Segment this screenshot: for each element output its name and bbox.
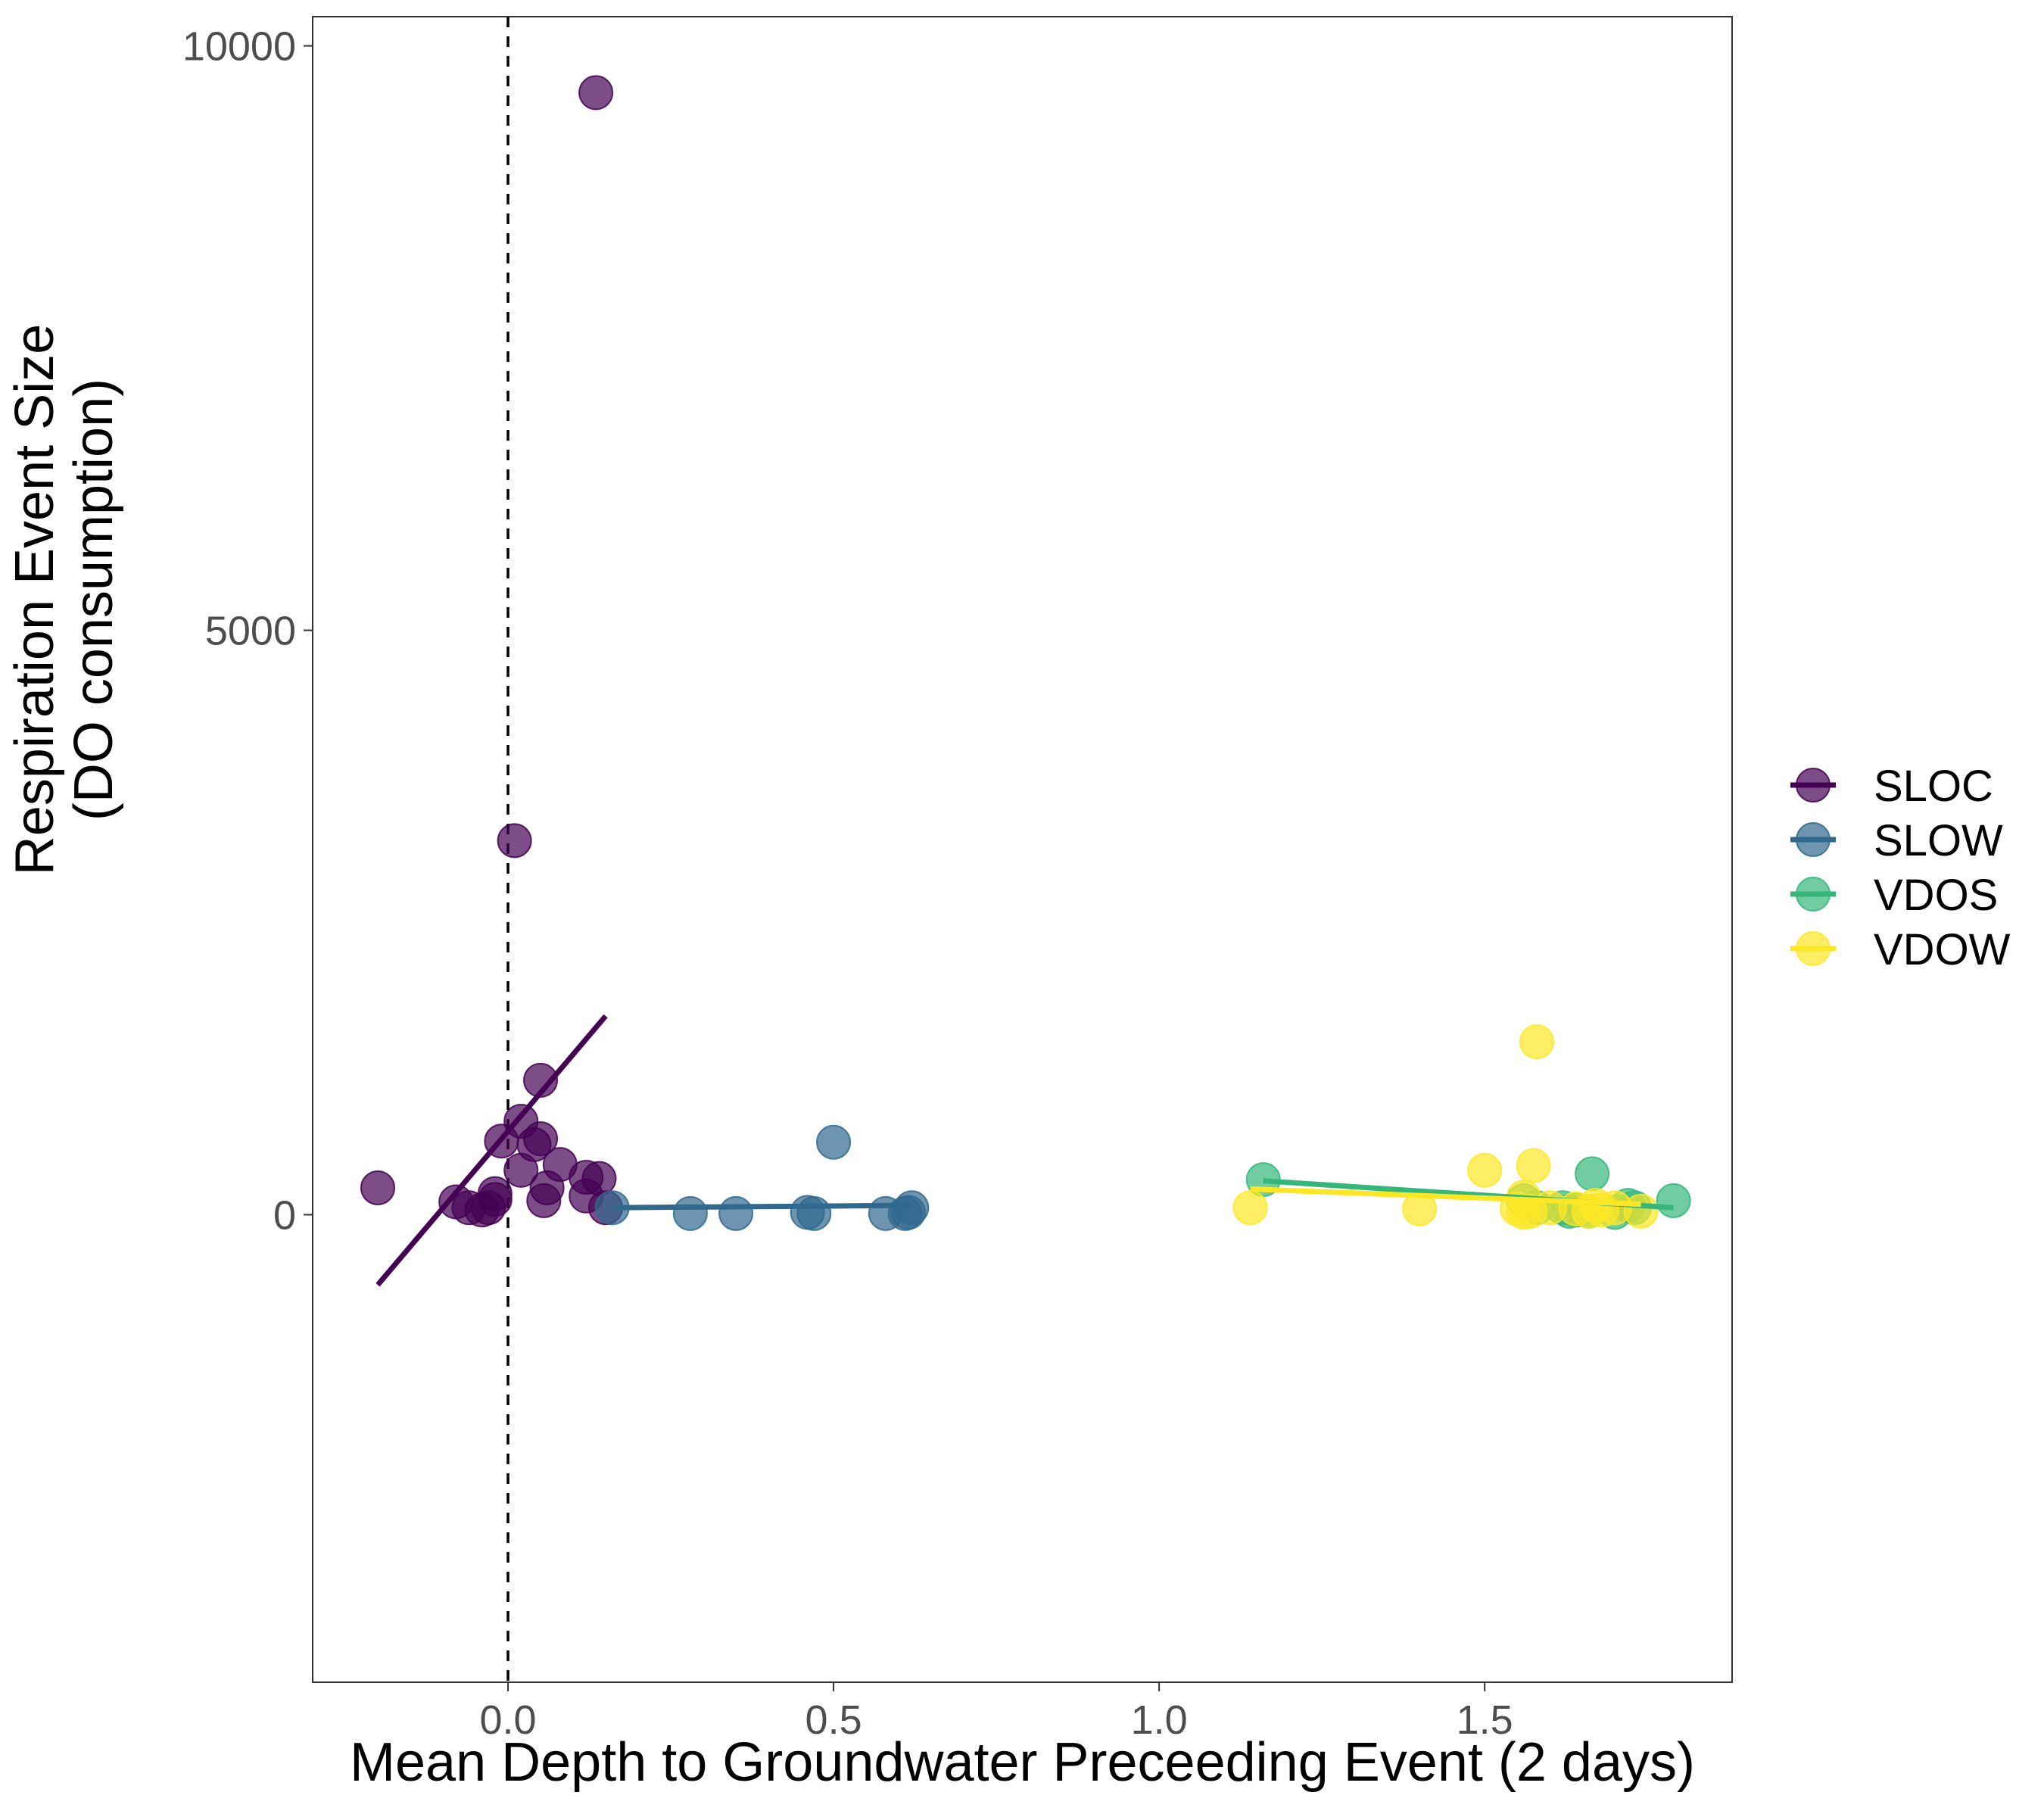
- data-point-vdow: [1623, 1193, 1659, 1229]
- legend-item-vdos: VDOS: [1790, 871, 1998, 920]
- y-tick-label: 0: [273, 1192, 296, 1238]
- data-point-sloc: [523, 1062, 559, 1098]
- data-point-vdos: [1575, 1156, 1610, 1192]
- data-point-sloc: [497, 823, 532, 859]
- legend-marker-vdos: [1796, 877, 1831, 912]
- data-point-vdow: [1467, 1152, 1503, 1188]
- x-axis-title: Mean Depth to Groundwater Preceeding Eve…: [350, 1732, 1695, 1793]
- legend-label-vdos: VDOS: [1874, 871, 1998, 920]
- data-point-vdow: [1519, 1024, 1554, 1059]
- y-axis-title-group: Respiration Event Size (DO consumption): [5, 324, 124, 875]
- legend-label-sloc: SLOC: [1874, 762, 1993, 811]
- legend-marker-vdow: [1796, 931, 1831, 966]
- data-layer: [360, 75, 1691, 1287]
- data-point-slow: [718, 1195, 754, 1231]
- data-point-vdow: [1516, 1148, 1551, 1183]
- data-point-sloc: [578, 75, 614, 111]
- plot-area: 0.0 0.5 1.0 1.5 0 5000 10000: [182, 16, 1733, 1743]
- legend: SLOC SLOW VDOS VDOW: [1790, 762, 2011, 974]
- data-point-vdow: [1232, 1190, 1268, 1226]
- y-axis-title-line-2: (DO consumption): [64, 379, 124, 821]
- data-point-sloc: [581, 1161, 617, 1196]
- data-point-sloc: [477, 1176, 513, 1211]
- data-point-vdos: [1656, 1183, 1691, 1218]
- x-tick-label: 0.5: [805, 1697, 862, 1743]
- data-point-slow: [796, 1195, 832, 1231]
- data-point-slow: [672, 1195, 708, 1231]
- legend-item-slow: SLOW: [1790, 816, 2003, 865]
- fit-line-slow: [612, 1202, 912, 1211]
- legend-item-vdow: VDOW: [1790, 925, 2011, 974]
- legend-item-sloc: SLOC: [1790, 762, 1993, 811]
- x-tick-label: 1.5: [1457, 1697, 1513, 1743]
- fit-line-sloc: [375, 1014, 608, 1287]
- fit-line-vdow: [1250, 1186, 1641, 1208]
- data-point-slow: [816, 1124, 852, 1160]
- data-point-sloc: [523, 1121, 559, 1157]
- x-tick-label: 1.0: [1131, 1697, 1188, 1743]
- legend-marker-sloc: [1796, 768, 1831, 803]
- y-axis-title-line-1: Respiration Event Size: [5, 324, 65, 875]
- y-tick-label: 10000: [182, 24, 296, 70]
- x-axis-title-group: Mean Depth to Groundwater Preceeding Eve…: [350, 1732, 1695, 1793]
- legend-label-slow: SLOW: [1874, 816, 2003, 865]
- data-point-sloc: [360, 1170, 396, 1205]
- legend-marker-slow: [1796, 822, 1831, 857]
- legend-label-vdow: VDOW: [1874, 925, 2011, 974]
- plot-panel-border: [312, 16, 1733, 1683]
- x-tick-label: 0.0: [479, 1697, 536, 1743]
- y-tick-label: 5000: [205, 609, 296, 654]
